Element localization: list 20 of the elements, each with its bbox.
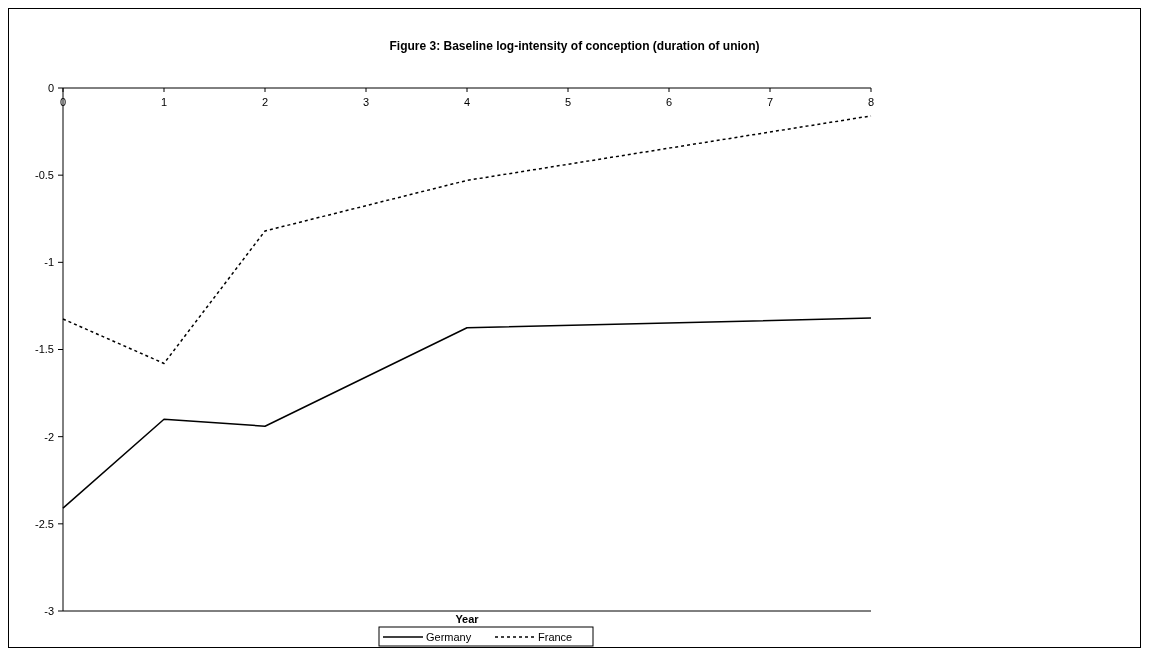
x-tick-label: 0	[59, 96, 67, 108]
y-tick-label: 0	[47, 81, 54, 94]
y-tick-label: -1.5	[35, 343, 54, 356]
x-tick-label: 4	[463, 96, 471, 108]
x-tick-label: 7	[766, 96, 774, 108]
y-tick-label: -2.5	[35, 517, 54, 530]
chart-title: Figure 3: Baseline log-intensity of conception (duration of union)	[389, 39, 760, 53]
legend-label: Germany	[426, 630, 472, 643]
x-tick-label: 3	[362, 96, 370, 108]
y-tick-label: -0.5	[35, 169, 54, 182]
x-axis-title: Year	[455, 613, 480, 625]
x-tick-label: 5	[564, 96, 572, 108]
x-tick-label: 6	[665, 96, 673, 108]
x-tick-label: 1	[160, 96, 168, 108]
y-tick-label: -2	[44, 430, 54, 443]
x-tick-label: 8	[867, 96, 875, 108]
y-tick-label: -3	[44, 604, 54, 617]
x-tick-label: 2	[261, 96, 269, 108]
legend-label: France	[538, 630, 573, 643]
y-tick-label: -1	[44, 256, 54, 269]
